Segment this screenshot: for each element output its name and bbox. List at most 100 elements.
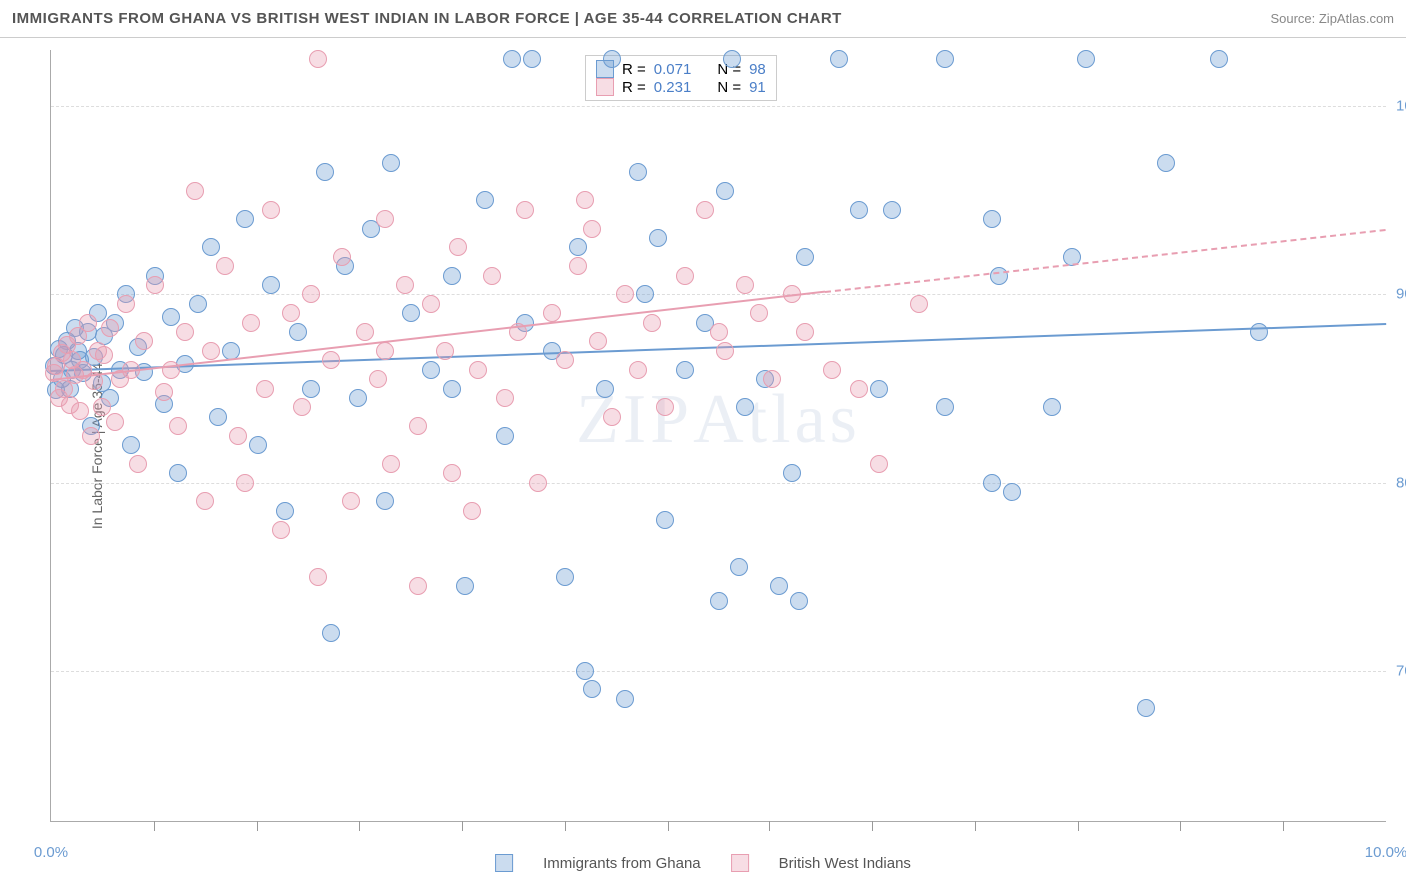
gridline-h (51, 294, 1386, 295)
legend-label-ghana: Immigrants from Ghana (543, 855, 701, 872)
scatter-point (503, 50, 521, 68)
scatter-point (456, 577, 474, 595)
scatter-point (576, 191, 594, 209)
x-tick-minor (872, 821, 873, 831)
scatter-point (736, 276, 754, 294)
n-value-ghana: 98 (749, 61, 766, 78)
y-tick-label: 100.0% (1396, 98, 1406, 115)
scatter-point (676, 361, 694, 379)
trend-line-dashed (825, 229, 1386, 293)
title-bar: IMMIGRANTS FROM GHANA VS BRITISH WEST IN… (0, 0, 1406, 38)
scatter-point (936, 398, 954, 416)
scatter-point (256, 380, 274, 398)
x-tick-minor (1283, 821, 1284, 831)
scatter-point (569, 238, 587, 256)
scatter-point (333, 248, 351, 266)
scatter-point (649, 229, 667, 247)
scatter-point (289, 323, 307, 341)
scatter-point (696, 201, 714, 219)
scatter-point (422, 361, 440, 379)
scatter-point (676, 267, 694, 285)
scatter-point (422, 295, 440, 313)
scatter-point (576, 662, 594, 680)
scatter-point (169, 417, 187, 435)
scatter-point (710, 592, 728, 610)
scatter-point (229, 427, 247, 445)
scatter-point (196, 492, 214, 510)
scatter-point (870, 380, 888, 398)
scatter-point (603, 50, 621, 68)
scatter-point (409, 577, 427, 595)
scatter-point (603, 408, 621, 426)
scatter-point (443, 464, 461, 482)
scatter-point (883, 201, 901, 219)
scatter-point (117, 295, 135, 313)
scatter-point (710, 323, 728, 341)
scatter-point (443, 380, 461, 398)
scatter-point (382, 455, 400, 473)
scatter-point (242, 314, 260, 332)
scatter-point (189, 295, 207, 313)
scatter-point (272, 521, 290, 539)
scatter-point (850, 201, 868, 219)
scatter-point (850, 380, 868, 398)
scatter-point (1003, 483, 1021, 501)
scatter-point (376, 342, 394, 360)
scatter-point (122, 436, 140, 454)
scatter-point (796, 323, 814, 341)
scatter-point (449, 238, 467, 256)
scatter-point (302, 285, 320, 303)
x-tick-minor (154, 821, 155, 831)
scatter-point (106, 413, 124, 431)
scatter-point (402, 304, 420, 322)
x-tick-minor (1180, 821, 1181, 831)
swatch-bottom-bwi (731, 854, 749, 872)
scatter-point (569, 257, 587, 275)
scatter-point (186, 182, 204, 200)
scatter-point (376, 210, 394, 228)
source-attribution: Source: ZipAtlas.com (1270, 11, 1394, 26)
scatter-point (770, 577, 788, 595)
swatch-bottom-ghana (495, 854, 513, 872)
scatter-point (616, 285, 634, 303)
legend-row-ghana: R = 0.071 N = 98 (596, 60, 766, 78)
scatter-point (656, 398, 674, 416)
scatter-point (1043, 398, 1061, 416)
scatter-point (830, 50, 848, 68)
scatter-point (983, 474, 1001, 492)
scatter-point (716, 342, 734, 360)
x-tick-minor (668, 821, 669, 831)
scatter-point (302, 380, 320, 398)
scatter-point (983, 210, 1001, 228)
series-legend: Immigrants from Ghana British West India… (495, 854, 911, 872)
scatter-point (730, 558, 748, 576)
scatter-point (262, 276, 280, 294)
scatter-point (276, 502, 294, 520)
scatter-point (616, 690, 634, 708)
scatter-point (356, 323, 374, 341)
scatter-point (763, 370, 781, 388)
scatter-point (483, 267, 501, 285)
scatter-point (316, 163, 334, 181)
scatter-point (1210, 50, 1228, 68)
scatter-point (349, 389, 367, 407)
scatter-point (101, 319, 119, 337)
x-tick-label: 0.0% (34, 844, 68, 861)
legend-label-bwi: British West Indians (779, 855, 911, 872)
scatter-point (589, 332, 607, 350)
scatter-point (656, 511, 674, 529)
x-tick-minor (565, 821, 566, 831)
scatter-point (376, 492, 394, 510)
scatter-point (236, 210, 254, 228)
scatter-point (1157, 154, 1175, 172)
scatter-point (629, 361, 647, 379)
scatter-point (396, 276, 414, 294)
scatter-point (823, 361, 841, 379)
scatter-point (469, 361, 487, 379)
scatter-point (750, 304, 768, 322)
x-tick-minor (359, 821, 360, 831)
scatter-point (322, 351, 340, 369)
scatter-point (293, 398, 311, 416)
scatter-point (516, 201, 534, 219)
scatter-point (556, 568, 574, 586)
